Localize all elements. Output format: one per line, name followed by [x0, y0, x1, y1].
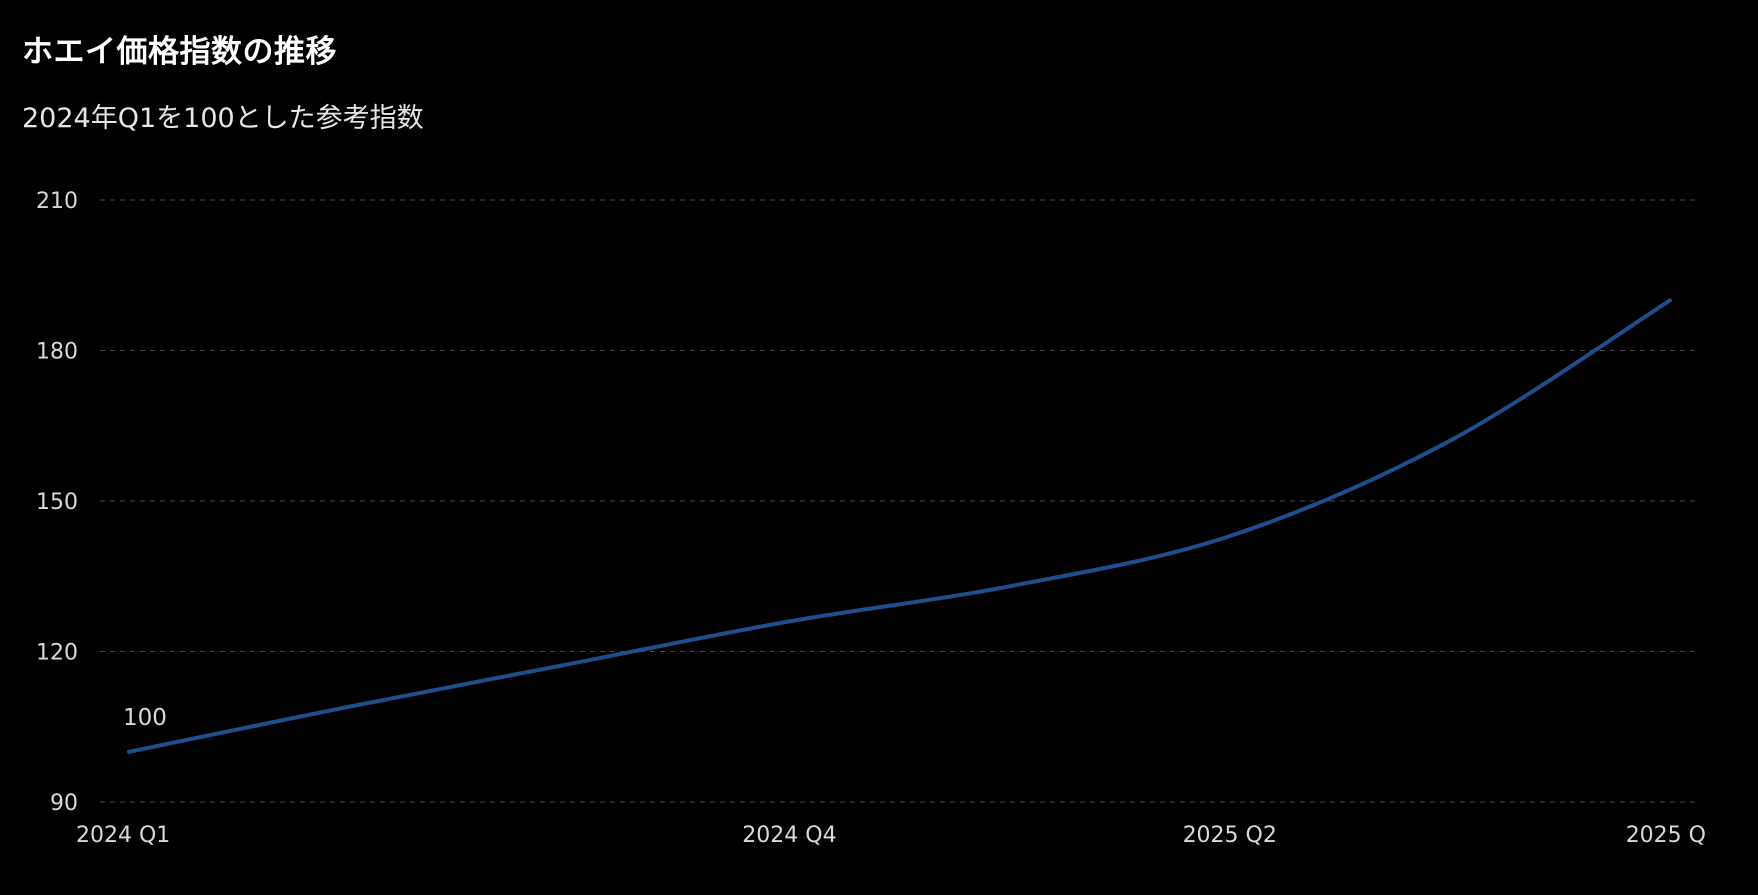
x-tick-label: 2025 Q: [1626, 823, 1706, 848]
x-axis-ticks: 2024 Q1 2024 Q4 2025 Q2 2025 Q: [76, 823, 1706, 848]
data-label: 100: [123, 705, 167, 731]
y-tick-label: 120: [36, 641, 78, 666]
data-labels: 100: [123, 705, 167, 731]
y-tick-label: 180: [36, 340, 78, 365]
y-tick-label: 210: [36, 189, 78, 214]
y-tick-label: 150: [36, 490, 78, 515]
chart-title: ホエイ価格指数の推移: [22, 34, 337, 70]
x-tick-label: 2024 Q4: [742, 823, 836, 848]
x-tick-label: 2024 Q1: [76, 823, 170, 848]
chart-subtitle: 2024年Q1を100とした参考指数: [22, 103, 424, 134]
y-axis-ticks: 90 120 150 180 210: [36, 189, 78, 816]
gridlines: [100, 199, 1700, 803]
x-tick-label: 2025 Q2: [1183, 823, 1277, 848]
y-tick-label: 90: [50, 791, 78, 816]
series-layer: [127, 298, 1672, 754]
series-line: [127, 298, 1672, 754]
